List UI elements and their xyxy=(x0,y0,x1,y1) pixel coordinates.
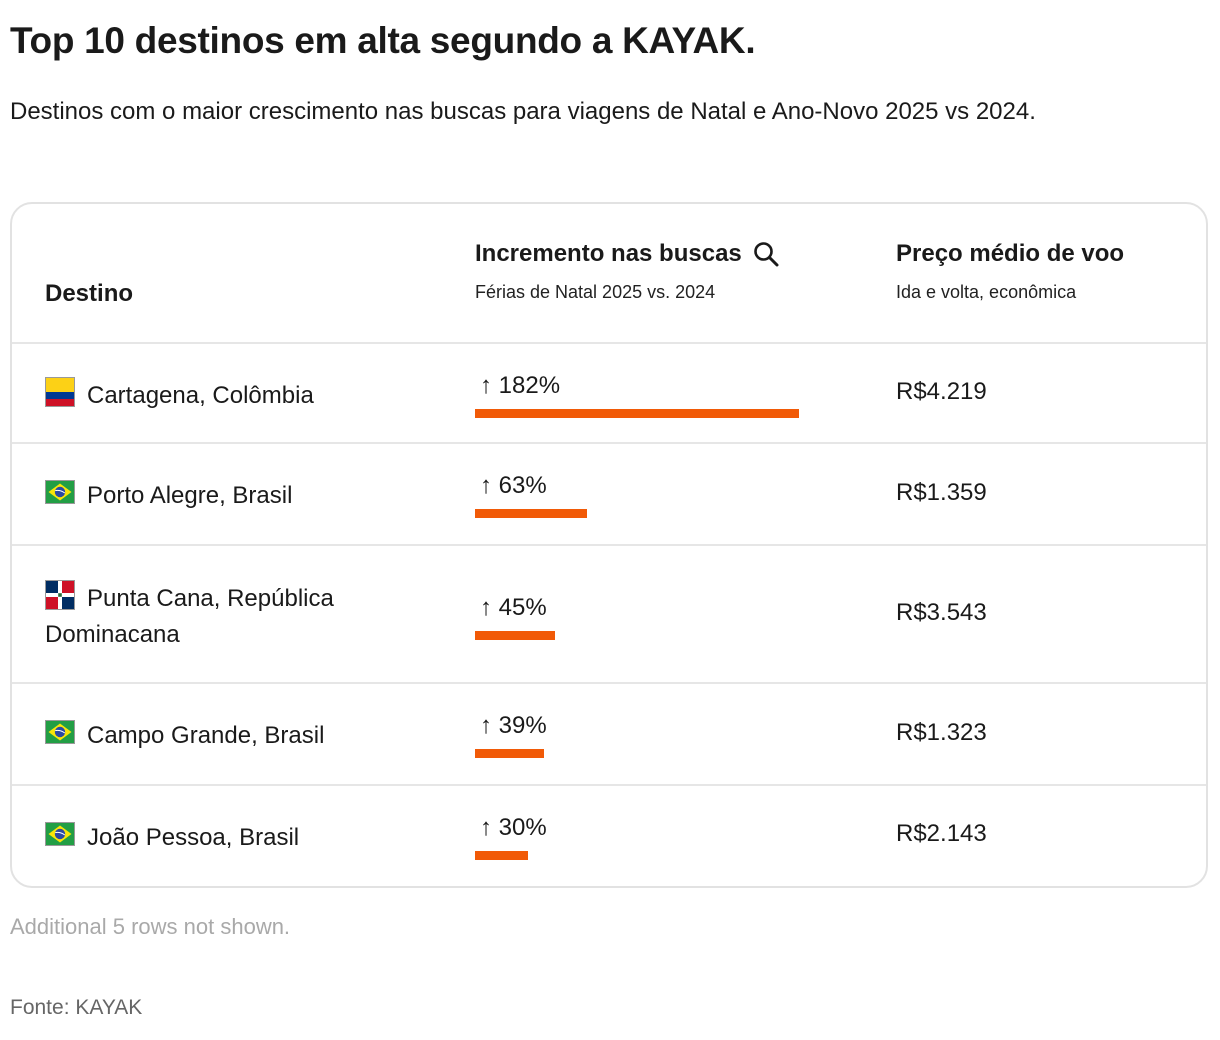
column-header-increase-label: Incremento nas buscas xyxy=(475,240,742,267)
destination-name: Cartagena, Colômbia xyxy=(87,382,314,409)
increase-label: ↑ 63% xyxy=(480,472,547,499)
column-subheader-price: Ida e volta, econômica xyxy=(896,282,1077,302)
dominican-republic-flag-icon xyxy=(45,580,75,610)
column-header-destination: Destino xyxy=(45,280,134,307)
search-icon xyxy=(753,242,779,267)
increase-label: ↑ 182% xyxy=(480,372,561,399)
brazil-flag-icon xyxy=(45,822,75,846)
table-row: Porto Alegre, Brasil ↑ 63% R$1.359 xyxy=(12,444,1206,546)
increase-label: ↑ 45% xyxy=(480,594,547,621)
data-table: Destino Incremento nas buscas Férias de … xyxy=(10,202,1208,888)
destination-cell: Porto Alegre, Brasil xyxy=(45,477,405,514)
destination-name: Porto Alegre, Brasil xyxy=(87,482,293,509)
table-row: Campo Grande, Brasil ↑ 39% R$1.323 xyxy=(12,684,1206,786)
rows-hidden-note: Additional 5 rows not shown. xyxy=(10,914,291,939)
table-header: Destino Incremento nas buscas Férias de … xyxy=(12,204,1206,344)
destination-name: João Pessoa, Brasil xyxy=(87,824,300,851)
price-cell: R$1.359 xyxy=(896,479,987,506)
destination-cell: Punta Cana, República Dominacana xyxy=(45,580,405,653)
increase-label: ↑ 30% xyxy=(480,814,547,841)
colombia-flag-icon xyxy=(45,377,75,407)
table-row: Cartagena, Colômbia ↑ 182% R$4.219 xyxy=(12,344,1206,444)
price-cell: R$3.543 xyxy=(896,599,987,626)
column-subheader-increase: Férias de Natal 2025 vs. 2024 xyxy=(475,282,716,302)
destination-cell: Campo Grande, Brasil xyxy=(45,717,405,754)
page-title: Top 10 destinos em alta segundo a KAYAK. xyxy=(10,20,756,61)
price-cell: R$1.323 xyxy=(896,719,987,746)
page-subtitle: Destinos com o maior crescimento nas bus… xyxy=(10,98,1036,125)
brazil-flag-icon xyxy=(45,720,75,744)
increase-bar xyxy=(475,509,587,518)
increase-bar xyxy=(475,631,555,640)
increase-label: ↑ 39% xyxy=(480,712,547,739)
brazil-flag-icon xyxy=(45,480,75,504)
table-row: Punta Cana, República Dominacana ↑ 45% R$3… xyxy=(12,546,1206,684)
increase-bar xyxy=(475,409,799,418)
price-cell: R$4.219 xyxy=(896,378,987,405)
destination-name: Campo Grande, Brasil xyxy=(87,722,325,749)
destination-cell: Cartagena, Colômbia xyxy=(45,377,405,414)
source-credit: Fonte: KAYAK xyxy=(10,996,143,1019)
increase-bar xyxy=(475,851,528,860)
column-header-increase: Incremento nas buscas xyxy=(475,240,780,268)
price-cell: R$2.143 xyxy=(896,820,987,847)
destination-cell: João Pessoa, Brasil xyxy=(45,819,405,856)
table-row: João Pessoa, Brasil ↑ 30% R$2.143 xyxy=(12,786,1206,886)
destination-name: Punta Cana, República Dominacana xyxy=(45,585,334,648)
increase-bar xyxy=(475,749,544,758)
column-header-price: Preço médio de voo xyxy=(896,240,1125,267)
